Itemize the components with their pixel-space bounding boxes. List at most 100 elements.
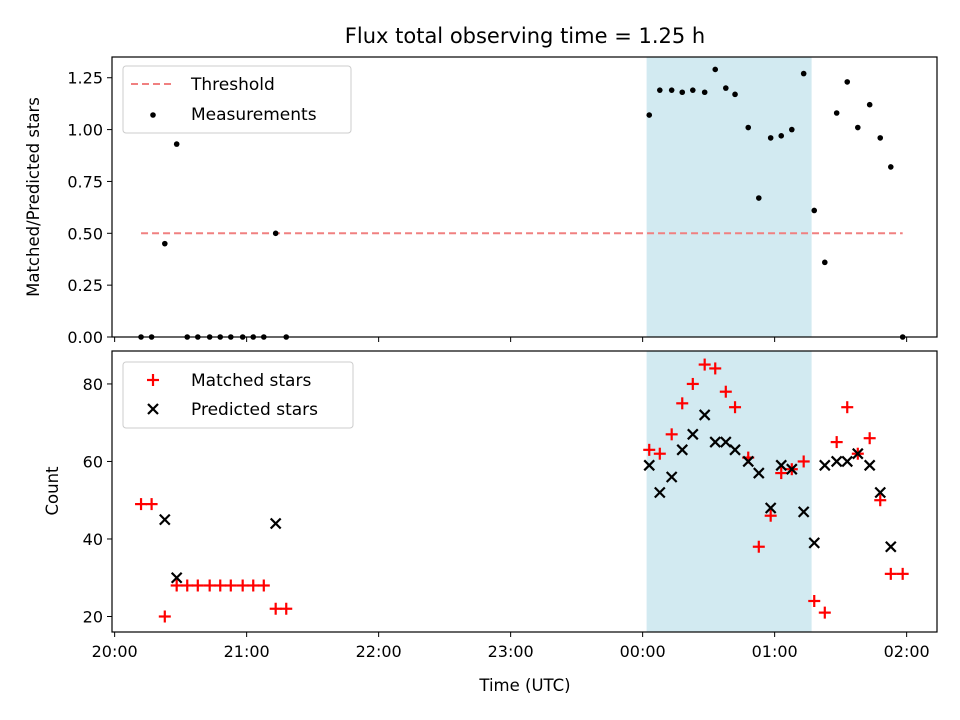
x-tick-label: 02:00 [884,642,930,661]
x-tick-label: 20:00 [92,642,138,661]
predicted-legend-swatch [147,403,159,415]
x-tick-label: 22:00 [356,642,402,661]
y-tick-label: 80 [83,375,103,394]
matched-star-point [884,567,897,580]
top-frame [111,56,938,338]
predicted-star-point [775,459,788,472]
bottom-legend-box [122,361,354,429]
predicted-star-point [665,471,678,483]
matched-star-point [269,602,282,615]
predicted-star-point [654,486,666,499]
measurement-point [800,70,807,77]
measurement-point [723,85,729,91]
predicted-star-point [676,444,689,456]
matched-star-point [830,436,843,449]
matched-star-point [653,447,666,460]
measurement-point [657,87,663,93]
measurement-point [732,91,738,98]
matched-star-point [203,579,216,592]
matched-star-point [709,362,722,375]
matched-star-point [863,432,876,445]
measurement-point [690,87,696,93]
predicted-star-point [720,436,732,448]
matched-star-point [643,443,656,456]
matched-star-point [874,494,887,507]
predicted-star-point [687,428,699,441]
measurement-point [822,259,828,266]
bottom-x-ticks: 20:00 21:00 22:00 23:00 00:00 01:00 02:00 [92,632,930,661]
measurement-point [756,195,762,201]
x-axis-label: Time (UTC) [478,676,570,695]
matched-star-point [145,498,158,511]
bottom-y-ticks: 20 40 60 80 [83,375,112,626]
predicted-star-point [841,455,854,468]
matched-star-point [698,358,711,371]
matched-star-point [135,498,148,511]
matched-legend-label: Matched stars [191,371,311,391]
measurement-point [272,230,279,237]
matched-star-point [191,579,204,592]
y-tick-label: 0.00 [67,328,103,347]
x-tick-label: 01:00 [752,642,798,661]
top-y-ticks: 0.00 0.25 0.50 0.75 1.00 1.25 [67,69,112,347]
matched-star-point [280,602,293,615]
matched-star-point [170,579,183,592]
predicted-star-point [709,436,722,448]
bottom-shade [646,351,812,632]
predicted-star-point [643,459,656,472]
measurement-point [173,141,180,147]
predicted-star-point [764,502,777,514]
measurement-point [866,101,873,108]
predicted-star-point [269,517,282,530]
predicted-star-point [852,447,864,460]
measurement-point [767,135,774,141]
bottom-ylabel: Count [43,466,62,516]
top-legend: Threshold Measurements [122,65,352,134]
top-legend-box [122,65,352,134]
y-tick-label: 1.00 [67,121,103,140]
predicted-star-point [819,459,831,472]
predicted-star-point [698,409,711,421]
top-panel: 0.00 0.25 0.50 0.75 1.00 1.25 Matched/Predict… [24,56,938,347]
top-ylabel: Matched/Predicted stars [24,97,43,297]
predicted-star-point [808,537,821,549]
matched-star-point [686,377,699,390]
matched-star-point [247,579,260,592]
measurement-point [712,66,719,73]
matched-star-point [896,567,909,580]
predicted-star-point [863,459,876,472]
x-tick-label: 23:00 [488,642,534,661]
x-tick-label: 00:00 [620,642,666,661]
top-shade [646,57,812,337]
matched-star-point [808,594,821,607]
y-tick-label: 20 [83,607,103,626]
measurement-point [855,124,861,131]
measurement-point [877,135,884,141]
predicted-star-point [159,513,171,526]
predicted-star-point [729,444,741,456]
measurement-point [646,112,653,118]
measurement-point [668,87,675,93]
predicted-star-point [170,571,183,584]
y-tick-label: 0.25 [67,276,103,295]
bottom-frame [111,350,938,633]
measurement-point [844,79,851,85]
measurement-point [778,133,785,139]
top-x-ticks [114,337,908,342]
measurement-point [789,126,795,133]
matched-star-point [236,579,249,592]
predicted-star-point [786,463,798,475]
matched-star-point [181,579,194,592]
matched-star-point [764,509,777,522]
predicted-star-point [874,486,887,499]
matched-star-point [729,401,742,414]
y-tick-label: 0.50 [67,224,103,243]
predicted-star-point [885,540,897,553]
matched-legend-swatch [147,374,159,386]
matched-star-point [676,397,689,410]
measurements-legend-swatch [150,112,156,118]
measurement-point [833,110,840,116]
bottom-marks [135,358,909,623]
threshold-legend-label: Threshold [190,75,275,95]
